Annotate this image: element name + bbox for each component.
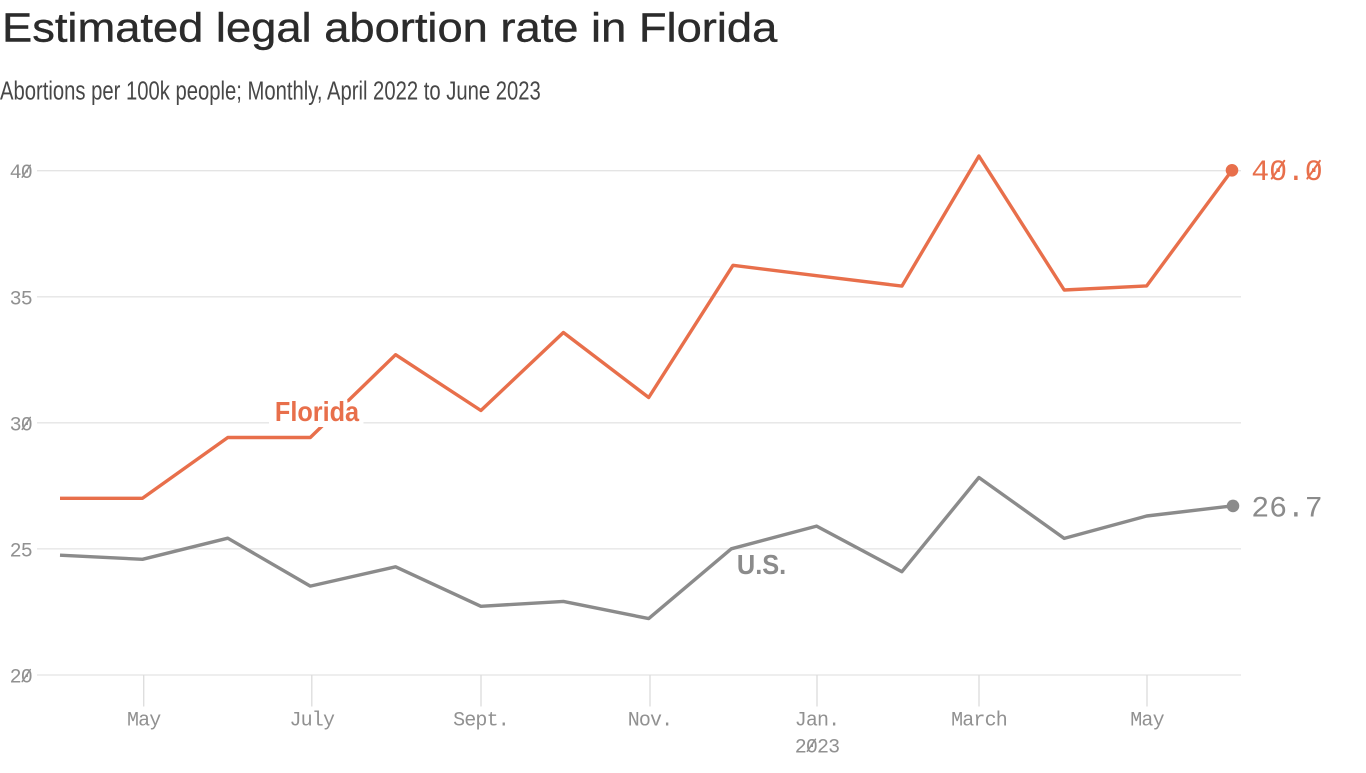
svg-text:30: 30 [10,414,32,437]
svg-text:U.S.: U.S. [737,549,786,580]
svg-text:March: March [951,710,1007,733]
svg-text:26.7: 26.7 [1251,493,1322,527]
svg-text:35: 35 [10,288,32,311]
svg-text:Estimated legal abortion rate: Estimated legal abortion rate in Florida [2,6,778,52]
svg-text:2023: 2023 [795,736,840,759]
svg-text:40: 40 [10,162,32,185]
svg-text:Jan.: Jan. [795,710,840,733]
svg-text:May: May [1130,710,1164,733]
svg-text:Abortions per 100k people; Mon: Abortions per 100k people; Monthly, Apri… [0,76,541,105]
svg-text:Sept.: Sept. [453,710,509,733]
svg-text:25: 25 [10,541,32,564]
svg-text:May: May [127,710,161,733]
svg-text:Nov.: Nov. [628,710,673,733]
svg-text:20: 20 [10,667,32,690]
svg-text:Florida: Florida [275,396,359,428]
svg-text:July: July [289,710,334,733]
